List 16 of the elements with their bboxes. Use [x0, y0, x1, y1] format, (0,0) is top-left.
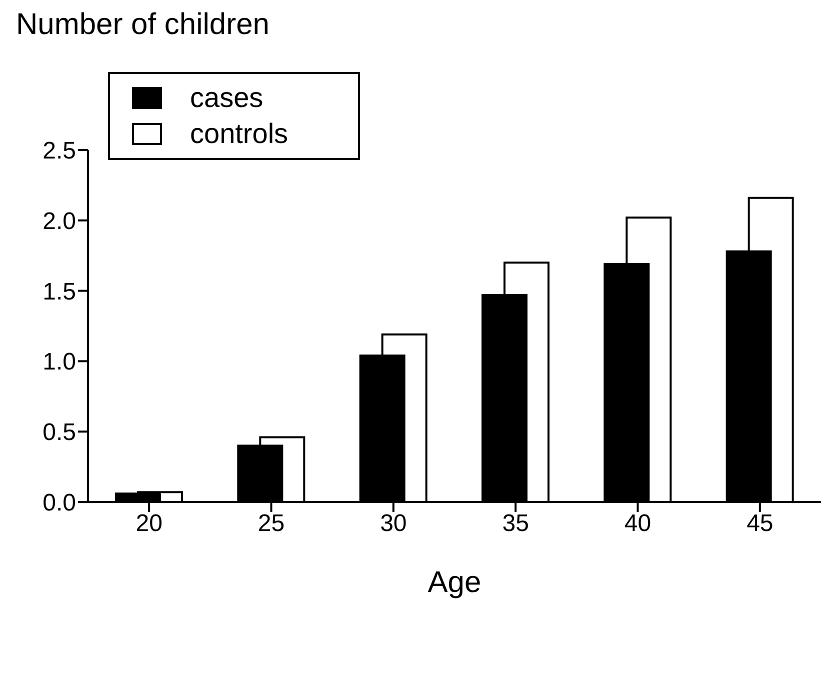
x-tick-label: 45 [746, 510, 774, 538]
y-tick-label: 1.5 [42, 278, 76, 306]
x-tick-label: 25 [258, 510, 285, 538]
x-axis-title: Age [428, 566, 482, 599]
x-tick-label: 35 [502, 510, 529, 538]
x-tick-label: 30 [380, 510, 407, 538]
y-tick-label: 0.5 [42, 419, 76, 446]
y-tick-label: 2.5 [42, 138, 76, 165]
y-tick-label: 0.0 [42, 490, 76, 517]
y-tick-label: 2.0 [42, 208, 76, 235]
x-tick-label: 40 [624, 510, 652, 538]
chart-title: Number of children [16, 8, 270, 43]
y-tick-label: 1.0 [42, 348, 76, 376]
legend-label: controls [190, 117, 288, 151]
x-tick-label: 20 [136, 510, 162, 538]
legend-label: cases [190, 81, 264, 115]
